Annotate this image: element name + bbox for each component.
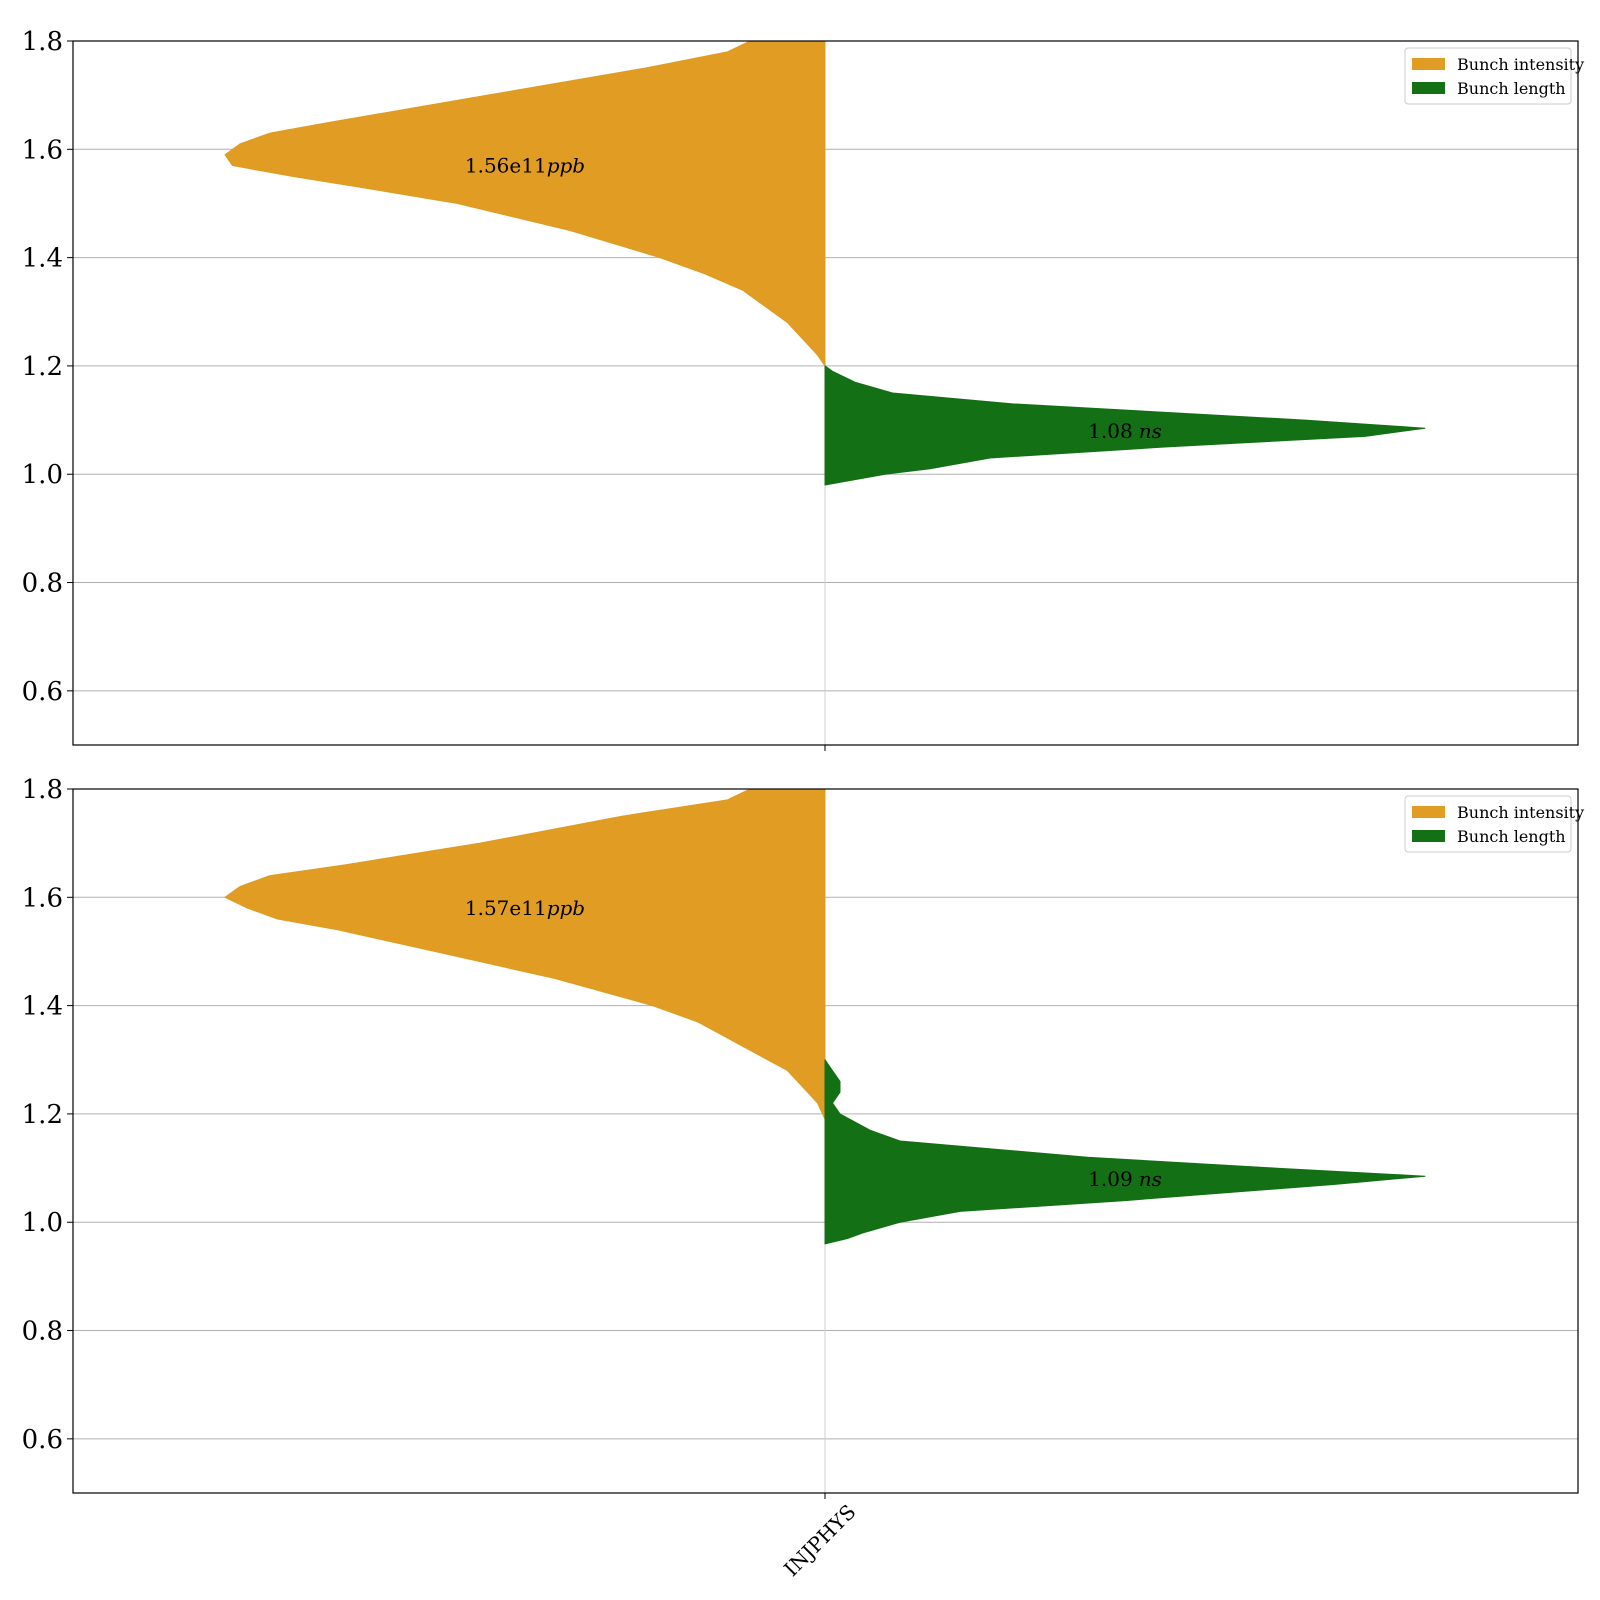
y-tick-label: 1.2 — [22, 352, 63, 382]
length-violin — [824, 365, 1426, 486]
legend-swatch — [1412, 806, 1445, 818]
y-tick-label: 1.4 — [22, 244, 63, 274]
x-tick-label: INJPHYS — [779, 1500, 860, 1581]
y-tick-label: 0.6 — [22, 677, 63, 707]
intensity-annotation: 1.57e11ppb — [465, 896, 585, 920]
length-annotation: 1.09 ns — [1088, 1167, 1162, 1191]
legend-label: Bunch length — [1457, 827, 1566, 846]
y-tick-label: 1.6 — [22, 883, 63, 913]
legend-swatch — [1412, 58, 1445, 70]
legend-label: Bunch intensity — [1457, 803, 1584, 822]
intensity-annotation: 1.56e11ppb — [465, 154, 585, 178]
y-tick-label: 1.0 — [22, 1208, 63, 1238]
legend-box — [1404, 47, 1572, 105]
y-tick-label: 1.6 — [22, 135, 63, 165]
legend-label: Bunch intensity — [1457, 55, 1584, 74]
length-violin — [824, 1059, 1426, 1245]
chart-panel-2: 1.57e11ppb 1.09 ns 0.6 0.8 1.0 1.2 1.4 1.6 1.8 INJ… — [22, 775, 1585, 1581]
y-tick-label: 1.0 — [22, 460, 63, 490]
legend: Bunch intensity Bunch length — [1404, 47, 1584, 105]
legend-swatch — [1412, 82, 1445, 94]
chart-panel-1: 1.56e11ppb 1.08 ns 0.6 0.8 1.0 1.2 1.4 1.6 1.8 Bun… — [22, 27, 1584, 751]
y-tick-label: 1.2 — [22, 1100, 63, 1130]
legend: Bunch intensity Bunch length — [1404, 795, 1584, 853]
y-tick-label: 1.8 — [22, 775, 63, 805]
legend-label: Bunch length — [1457, 79, 1566, 98]
y-tick-label: 0.8 — [22, 569, 63, 599]
y-tick-label: 0.6 — [22, 1425, 63, 1455]
y-tick-label: 0.8 — [22, 1317, 63, 1347]
legend-box — [1404, 795, 1572, 853]
y-tick-label: 1.8 — [22, 27, 63, 57]
length-annotation: 1.08 ns — [1088, 419, 1162, 443]
y-tick-label: 1.4 — [22, 992, 63, 1022]
intensity-violin — [224, 41, 826, 367]
legend-swatch — [1412, 830, 1445, 842]
intensity-violin — [224, 789, 826, 1120]
